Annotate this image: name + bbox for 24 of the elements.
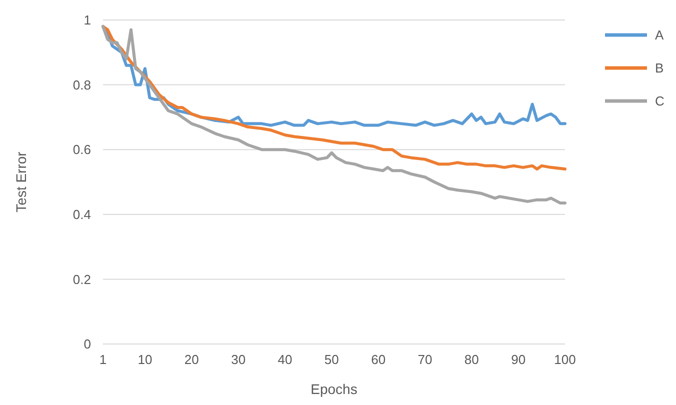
x-tick-label: 40	[278, 352, 292, 367]
y-tick-label: 0	[84, 336, 91, 352]
y-axis-title: Test Error	[13, 151, 29, 212]
x-tick-label: 50	[324, 352, 339, 367]
legend-label: A	[655, 28, 664, 43]
x-tick-label: 1	[99, 352, 107, 367]
x-tick-label: 10	[138, 352, 152, 367]
y-tick-label: 1	[84, 12, 91, 28]
x-tick-label: 80	[464, 352, 479, 367]
x-axis-title: Epochs	[310, 381, 358, 397]
legend-label: C	[655, 94, 664, 109]
x-tick-label: 60	[371, 352, 386, 367]
y-tick-label: 0.4	[72, 206, 91, 222]
y-tick-label: 0.6	[72, 142, 91, 158]
x-tick-label: 100	[554, 352, 576, 367]
legend-label: B	[655, 60, 664, 76]
x-tick-label: 90	[511, 352, 526, 367]
line-series	[102, 24, 566, 205]
x-tick-label: 70	[418, 352, 432, 367]
x-tick-label: 20	[184, 352, 199, 367]
y-tick-label: 0.8	[72, 77, 91, 92]
x-tick-label: 30	[231, 352, 246, 367]
line-series	[102, 24, 566, 171]
y-tick-label: 0.2	[72, 272, 91, 287]
